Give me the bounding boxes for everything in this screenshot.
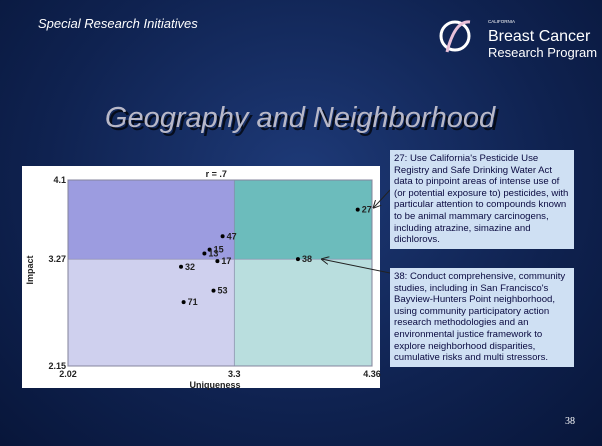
title-shadow: Geography and Neighborhood (108, 105, 499, 137)
point-label: 53 (218, 286, 228, 296)
point (220, 234, 225, 239)
point (295, 257, 300, 262)
point-label: 15 (214, 245, 224, 255)
point (202, 251, 207, 256)
title: Geography and Neighborhood (105, 102, 496, 134)
page-number: 38 (565, 416, 575, 427)
annotation: r = .7 (206, 169, 227, 179)
x-tick-label: 4.36 (363, 369, 381, 379)
arrow (322, 259, 391, 274)
point-label: 71 (188, 297, 198, 307)
point (211, 288, 216, 293)
arrow (374, 189, 391, 208)
note: 38: Conduct comprehensive, community stu… (390, 268, 574, 367)
x-tick-label: 3.3 (228, 369, 241, 379)
quadrant (68, 259, 235, 366)
point (179, 264, 184, 269)
y-tick-label: 3.27 (48, 254, 66, 264)
point-label: 32 (185, 262, 195, 272)
logo-mark (439, 20, 471, 52)
x-tick-label: 2.02 (59, 369, 77, 379)
quadrant (234, 180, 372, 260)
point-label: 38 (302, 254, 312, 264)
point (355, 207, 360, 212)
point (207, 247, 212, 252)
header: Special Research Initiatives (38, 16, 198, 31)
logo-line2: Research Program (488, 45, 597, 60)
y-tick-label: 4.1 (53, 175, 66, 185)
point-label: 13 (208, 248, 218, 258)
quadrant (68, 180, 235, 260)
point-label: 27 (362, 205, 372, 215)
logo-small: CALIFORNIA (488, 19, 515, 24)
point (181, 300, 186, 305)
x-axis-label: Uniqueness (189, 380, 240, 390)
quadrant (234, 259, 372, 366)
point-label: 17 (221, 256, 231, 266)
logo-line1: Breast Cancer (488, 28, 591, 45)
note: 27: Use California's Pesticide Use Regis… (390, 150, 574, 249)
logo-ribbon (445, 20, 471, 53)
y-tick-label: 2.15 (48, 361, 66, 371)
point-label: 47 (227, 231, 237, 241)
logo: CALIFORNIA Breast Cancer Research Progra… (439, 19, 597, 60)
y-axis-label: Impact (25, 255, 35, 284)
point (215, 259, 220, 264)
